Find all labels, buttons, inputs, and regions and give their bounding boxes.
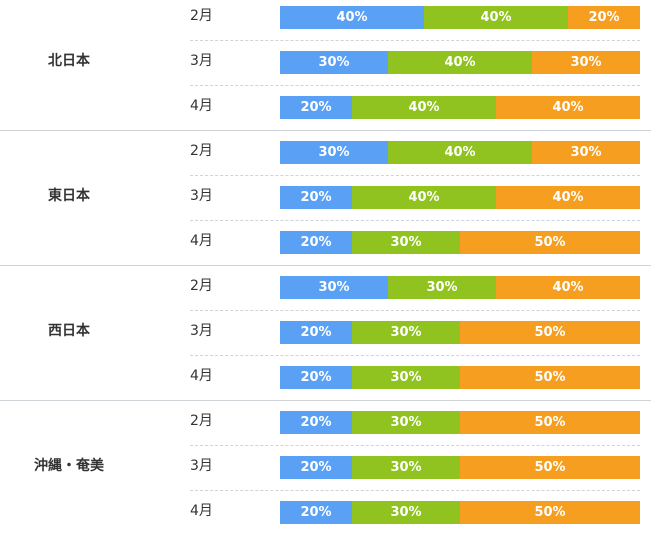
bar-segment: 20%	[280, 365, 352, 389]
month-label: 4月	[190, 368, 213, 384]
bar-segment: 40%	[352, 95, 496, 119]
row-divider	[190, 310, 640, 311]
stacked-bar: 20% 40% 40%	[280, 185, 640, 209]
bar-segment: 20%	[280, 230, 352, 254]
stacked-bar: 20% 30% 50%	[280, 410, 640, 434]
stacked-bar: 30% 30% 40%	[280, 275, 640, 299]
month-label: 2月	[190, 143, 213, 159]
row-divider	[190, 355, 640, 356]
bar-segment: 30%	[352, 500, 460, 524]
bar-segment: 50%	[460, 320, 640, 344]
bar-segment: 30%	[352, 455, 460, 479]
stacked-bar: 30% 40% 30%	[280, 140, 640, 164]
bar-segment: 40%	[496, 275, 640, 299]
stacked-bar: 30% 40% 30%	[280, 50, 640, 74]
bar-segment: 30%	[352, 230, 460, 254]
bar-segment: 30%	[532, 50, 640, 74]
bar-segment: 20%	[280, 455, 352, 479]
bar-segment: 40%	[496, 95, 640, 119]
bar-segment: 20%	[280, 410, 352, 434]
bar-segment: 40%	[424, 5, 568, 29]
month-label: 4月	[190, 98, 213, 114]
region-label: 北日本	[48, 53, 90, 69]
stacked-bar: 20% 30% 50%	[280, 455, 640, 479]
row-divider	[190, 85, 640, 86]
bar-segment: 20%	[280, 95, 352, 119]
month-label: 2月	[190, 413, 213, 429]
bar-segment: 20%	[280, 320, 352, 344]
bar-segment: 20%	[280, 185, 352, 209]
month-label: 3月	[190, 323, 213, 339]
bar-segment: 50%	[460, 365, 640, 389]
bar-segment: 50%	[460, 410, 640, 434]
month-label: 3月	[190, 188, 213, 204]
bar-segment: 20%	[280, 500, 352, 524]
region-divider	[0, 265, 651, 266]
bar-segment: 30%	[352, 320, 460, 344]
row-divider	[190, 175, 640, 176]
month-label: 2月	[190, 278, 213, 294]
bar-segment: 50%	[460, 230, 640, 254]
bar-segment: 40%	[352, 185, 496, 209]
row-divider	[190, 40, 640, 41]
stacked-bar: 20% 40% 40%	[280, 95, 640, 119]
bar-segment: 30%	[532, 140, 640, 164]
month-label: 4月	[190, 503, 213, 519]
bar-segment: 30%	[352, 365, 460, 389]
stacked-bar: 20% 30% 50%	[280, 500, 640, 524]
month-label: 4月	[190, 233, 213, 249]
stacked-bar: 40% 40% 20%	[280, 5, 640, 29]
region-divider	[0, 130, 651, 131]
stacked-bar: 20% 30% 50%	[280, 230, 640, 254]
region-divider	[0, 400, 651, 401]
bar-segment: 30%	[352, 410, 460, 434]
bar-segment: 30%	[280, 140, 388, 164]
row-divider	[190, 220, 640, 221]
bar-segment: 30%	[388, 275, 496, 299]
bar-segment: 30%	[280, 50, 388, 74]
month-label: 3月	[190, 53, 213, 69]
bar-segment: 40%	[496, 185, 640, 209]
stacked-bar: 20% 30% 50%	[280, 320, 640, 344]
bar-segment: 50%	[460, 500, 640, 524]
region-label: 東日本	[48, 188, 90, 204]
region-label: 沖縄・奄美	[34, 458, 104, 474]
bar-segment: 40%	[388, 140, 532, 164]
bar-segment: 30%	[280, 275, 388, 299]
bar-segment: 20%	[568, 5, 640, 29]
region-label: 西日本	[48, 323, 90, 339]
row-divider	[190, 445, 640, 446]
row-divider	[190, 490, 640, 491]
month-label: 2月	[190, 8, 213, 24]
bar-segment: 40%	[280, 5, 424, 29]
bar-segment: 40%	[388, 50, 532, 74]
stacked-bar: 20% 30% 50%	[280, 365, 640, 389]
month-label: 3月	[190, 458, 213, 474]
bar-segment: 50%	[460, 455, 640, 479]
